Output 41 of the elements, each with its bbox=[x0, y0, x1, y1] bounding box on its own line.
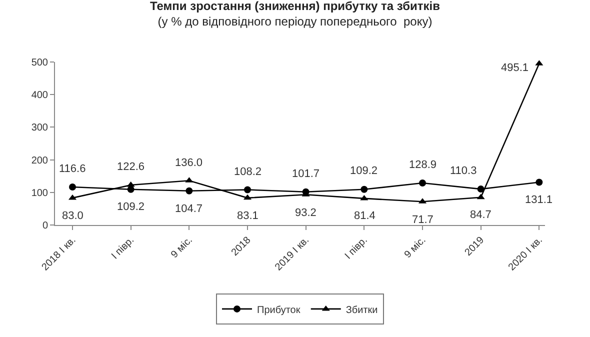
point bbox=[536, 178, 543, 186]
data-label: 83.1 bbox=[237, 210, 258, 222]
data-label: 101.7 bbox=[292, 168, 320, 180]
data-label: 109.2 bbox=[117, 201, 145, 213]
point bbox=[244, 186, 251, 194]
legend-label: Прибуток bbox=[257, 304, 301, 316]
data-label: 495.1 bbox=[501, 62, 529, 74]
x-tick-label: 9 міс. bbox=[402, 234, 428, 260]
data-label: 84.7 bbox=[470, 209, 492, 221]
y-tick-label: 0 bbox=[42, 220, 48, 232]
x-tick-label: I півр. bbox=[110, 234, 136, 262]
data-label: 71.7 bbox=[412, 214, 434, 226]
data-label: 110.3 bbox=[450, 165, 477, 177]
point bbox=[69, 183, 76, 190]
x-tick-label: I півр. bbox=[343, 234, 370, 262]
chart-title: Темпи зростання (зниження) прибутку та збитків bbox=[150, 0, 440, 14]
data-label: 136.0 bbox=[175, 157, 203, 169]
legend-label: Збитки bbox=[346, 304, 378, 316]
data-label: 93.2 bbox=[295, 207, 316, 219]
x-tick-label: 9 міс. bbox=[169, 234, 195, 260]
y-tick-label: 100 bbox=[31, 188, 48, 199]
point bbox=[360, 186, 368, 193]
data-label: 128.9 bbox=[409, 159, 437, 171]
point bbox=[476, 194, 485, 200]
data-label: 108.2 bbox=[234, 166, 262, 178]
data-label: 81.4 bbox=[354, 210, 376, 222]
data-label: 131.1 bbox=[525, 194, 553, 206]
y-tick-label: 300 bbox=[31, 122, 48, 134]
data-label: 104.7 bbox=[175, 203, 203, 215]
point bbox=[419, 179, 426, 186]
y-tick-label: 500 bbox=[31, 58, 48, 68]
data-label: 116.6 bbox=[59, 163, 86, 175]
y-tick-label: 200 bbox=[31, 155, 48, 166]
chart-subtitle: (у % до відповідного періоду попереднього року) bbox=[158, 14, 432, 29]
point bbox=[360, 194, 368, 200]
point bbox=[186, 187, 193, 194]
data-label: 122.6 bbox=[117, 161, 145, 173]
y-tick-label: 400 bbox=[31, 90, 48, 102]
data-label: 109.2 bbox=[350, 165, 378, 177]
data-label: 83.0 bbox=[62, 210, 84, 222]
point bbox=[477, 186, 484, 193]
